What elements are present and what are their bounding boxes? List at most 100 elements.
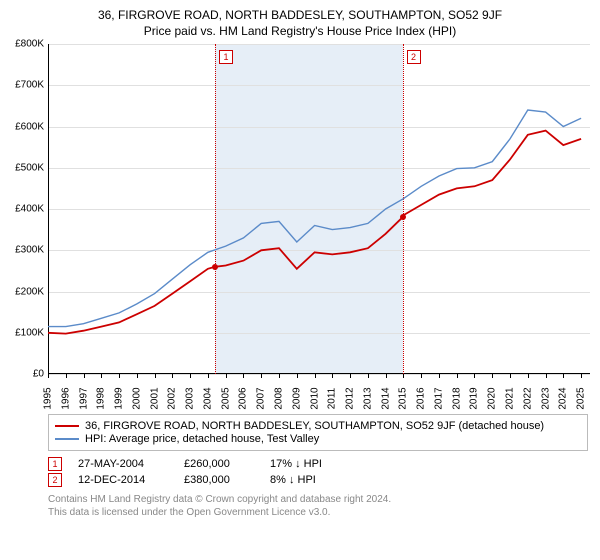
sales-marker-1: 1 [48, 457, 62, 471]
x-axis-tick: 2011 [327, 384, 338, 414]
chart-marker-dot [212, 264, 218, 270]
y-axis-tick: £500K [4, 162, 44, 173]
chart-title-address: 36, FIRGROVE ROAD, NORTH BADDESLEY, SOUT… [0, 0, 600, 22]
x-axis-tick-mark [403, 374, 404, 378]
x-axis-tick: 2004 [202, 384, 213, 414]
x-axis-tick-mark [243, 374, 244, 378]
sales-date-2: 12-DEC-2014 [78, 474, 168, 486]
x-axis-tick-mark [492, 374, 493, 378]
sales-price-2: £380,000 [184, 474, 254, 486]
chart-title-subtitle: Price paid vs. HM Land Registry's House … [0, 22, 600, 44]
chart-marker-box: 1 [219, 50, 233, 64]
y-axis-tick: £400K [4, 204, 44, 215]
x-axis-tick: 2019 [469, 384, 480, 414]
x-axis-tick: 2020 [487, 384, 498, 414]
x-axis-tick: 2022 [522, 384, 533, 414]
x-axis-tick: 2017 [433, 384, 444, 414]
x-axis-tick-mark [279, 374, 280, 378]
x-axis-tick: 2016 [416, 384, 427, 414]
y-axis-tick: £700K [4, 80, 44, 91]
x-axis-tick: 1998 [96, 384, 107, 414]
x-axis-tick-mark [48, 374, 49, 378]
x-axis-tick-mark [368, 374, 369, 378]
x-axis-tick-mark [119, 374, 120, 378]
x-axis-tick: 2023 [540, 384, 551, 414]
x-axis-tick-mark [155, 374, 156, 378]
x-axis-tick: 2012 [345, 384, 356, 414]
x-axis-tick: 2014 [380, 384, 391, 414]
x-axis-tick-mark [332, 374, 333, 378]
chart-series-price_paid [48, 131, 581, 334]
x-axis-tick-mark [137, 374, 138, 378]
x-axis-tick: 2010 [309, 384, 320, 414]
legend-swatch-price-paid [55, 425, 79, 427]
x-axis-tick: 1997 [78, 384, 89, 414]
x-axis-tick-mark [226, 374, 227, 378]
x-axis-tick: 2024 [558, 384, 569, 414]
x-axis-tick: 1999 [114, 384, 125, 414]
x-axis-tick-mark [386, 374, 387, 378]
x-axis-tick: 2000 [131, 384, 142, 414]
x-axis-tick-mark [350, 374, 351, 378]
x-axis-tick-mark [261, 374, 262, 378]
x-axis-tick-mark [297, 374, 298, 378]
chart-marker-box: 2 [407, 50, 421, 64]
x-axis-tick-mark [190, 374, 191, 378]
sales-diff-2: 8% ↓ HPI [270, 474, 350, 486]
x-axis-tick: 2025 [576, 384, 587, 414]
x-axis-tick-mark [315, 374, 316, 378]
chart-plot-area: £0£100K£200K£300K£400K£500K£600K£700K£80… [48, 44, 590, 374]
sales-price-1: £260,000 [184, 458, 254, 470]
x-axis-tick-mark [581, 374, 582, 378]
y-axis-tick: £800K [4, 39, 44, 50]
x-axis-tick: 2001 [149, 384, 160, 414]
sales-date-1: 27-MAY-2004 [78, 458, 168, 470]
y-axis-tick: £200K [4, 286, 44, 297]
x-axis-tick-mark [474, 374, 475, 378]
chart-gridline [48, 374, 590, 375]
y-axis-tick: £0 [4, 369, 44, 380]
chart-legend: 36, FIRGROVE ROAD, NORTH BADDESLEY, SOUT… [48, 414, 588, 451]
sales-table: 1 27-MAY-2004 £260,000 17% ↓ HPI 2 12-DE… [48, 457, 588, 487]
x-axis-tick: 2021 [505, 384, 516, 414]
x-axis-tick: 2006 [238, 384, 249, 414]
x-axis-tick-mark [457, 374, 458, 378]
x-axis-tick-mark [510, 374, 511, 378]
x-axis-tick: 2018 [451, 384, 462, 414]
x-axis-tick: 1996 [60, 384, 71, 414]
legend-swatch-hpi [55, 438, 79, 440]
x-axis-tick: 2008 [274, 384, 285, 414]
x-axis-tick-mark [172, 374, 173, 378]
x-axis-tick: 2013 [362, 384, 373, 414]
y-axis-tick: £100K [4, 327, 44, 338]
x-axis-tick: 2009 [291, 384, 302, 414]
y-axis-tick: £300K [4, 245, 44, 256]
y-axis-tick: £600K [4, 121, 44, 132]
x-axis-tick: 2003 [185, 384, 196, 414]
x-axis-tick-mark [66, 374, 67, 378]
sales-diff-1: 17% ↓ HPI [270, 458, 350, 470]
x-axis-tick-mark [439, 374, 440, 378]
x-axis-tick: 1995 [43, 384, 54, 414]
chart-svg [48, 44, 590, 374]
legend-label-price-paid: 36, FIRGROVE ROAD, NORTH BADDESLEY, SOUT… [85, 420, 544, 432]
footer-line2: This data is licensed under the Open Gov… [48, 506, 588, 519]
x-axis-tick: 2015 [398, 384, 409, 414]
legend-item-price-paid: 36, FIRGROVE ROAD, NORTH BADDESLEY, SOUT… [55, 420, 581, 432]
legend-item-hpi: HPI: Average price, detached house, Test… [55, 433, 581, 445]
legend-label-hpi: HPI: Average price, detached house, Test… [85, 433, 319, 445]
x-axis-tick-mark [101, 374, 102, 378]
x-axis-tick-mark [208, 374, 209, 378]
sales-row-1: 1 27-MAY-2004 £260,000 17% ↓ HPI [48, 457, 588, 471]
footer-attribution: Contains HM Land Registry data © Crown c… [48, 493, 588, 519]
x-axis-tick: 2007 [256, 384, 267, 414]
x-axis-tick-mark [421, 374, 422, 378]
chart-series-hpi [48, 110, 581, 327]
x-axis-tick-mark [84, 374, 85, 378]
footer-line1: Contains HM Land Registry data © Crown c… [48, 493, 588, 506]
x-axis-tick-mark [528, 374, 529, 378]
sales-row-2: 2 12-DEC-2014 £380,000 8% ↓ HPI [48, 473, 588, 487]
x-axis-tick-mark [546, 374, 547, 378]
x-axis-tick: 2005 [220, 384, 231, 414]
chart-marker-dot [400, 214, 406, 220]
